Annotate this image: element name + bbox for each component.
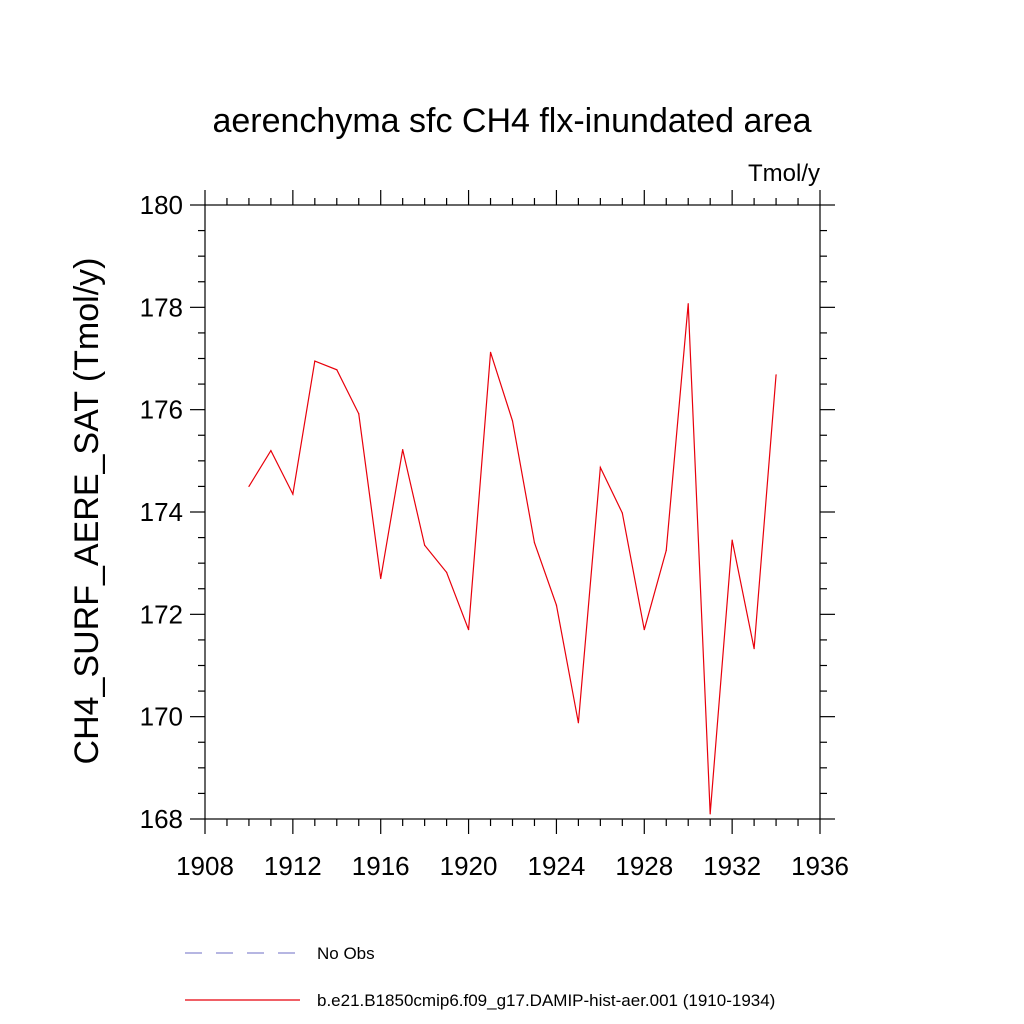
- data-point: [380, 577, 382, 580]
- x-tick-label: 1912: [264, 851, 322, 881]
- data-point: [555, 604, 558, 606]
- axis-ticks: 1908 1912 1916 1920 1924 1928 1932 1936 168 170 17…: [140, 190, 849, 881]
- data-point: [775, 374, 777, 376]
- y-tick-label: 176: [140, 395, 183, 425]
- data-point: [665, 549, 667, 551]
- data-point: [248, 485, 250, 488]
- data-point: [336, 369, 338, 371]
- chart-title: aerenchyma sfc CH4 flx-inundated area: [212, 102, 811, 140]
- x-tick-label: 1908: [176, 851, 234, 881]
- plot-frame: [204, 204, 821, 820]
- data-point: [314, 360, 316, 362]
- data-point: [753, 648, 755, 650]
- data-point: [424, 544, 426, 546]
- data-point: [467, 629, 470, 631]
- data-point: [621, 512, 623, 514]
- data-point: [643, 629, 645, 631]
- units-label: Tmol/y: [748, 160, 820, 187]
- data-point: [687, 303, 689, 305]
- x-tick-label: 1920: [440, 851, 498, 881]
- x-tick-label: 1928: [615, 851, 673, 881]
- x-tick-label: 1932: [703, 851, 761, 881]
- y-tick-label: 168: [140, 804, 183, 834]
- y-tick-label: 172: [140, 599, 183, 629]
- data-point: [709, 813, 711, 815]
- x-tick-label: 1916: [352, 851, 410, 881]
- legend-label: No Obs: [317, 944, 375, 963]
- x-tick-label: 1936: [791, 851, 849, 881]
- data-point: [446, 571, 448, 573]
- data-point: [489, 351, 492, 353]
- data-point: [577, 722, 579, 724]
- x-tick-label: 1924: [528, 851, 586, 881]
- data-point: [358, 413, 360, 415]
- series-layer: [248, 303, 777, 815]
- data-point: [292, 493, 294, 495]
- y-tick-label: 170: [140, 702, 183, 732]
- y-axis-label: CH4_SURF_AERE_SAT (Tmol/y): [68, 258, 106, 765]
- data-point: [270, 450, 272, 452]
- y-tick-label: 174: [140, 497, 183, 527]
- legend: No Obs b.e21.B1850cmip6.f09_g17.DAMIP-his…: [185, 944, 775, 1010]
- series-line: [248, 303, 777, 814]
- data-point: [402, 448, 404, 451]
- data-point: [511, 420, 514, 422]
- legend-label: b.e21.B1850cmip6.f09_g17.DAMIP-hist-aer.…: [317, 991, 775, 1010]
- data-point: [731, 539, 733, 541]
- y-tick-label: 180: [140, 190, 183, 220]
- data-point: [599, 466, 601, 469]
- y-tick-label: 178: [140, 292, 183, 322]
- data-point: [533, 542, 536, 544]
